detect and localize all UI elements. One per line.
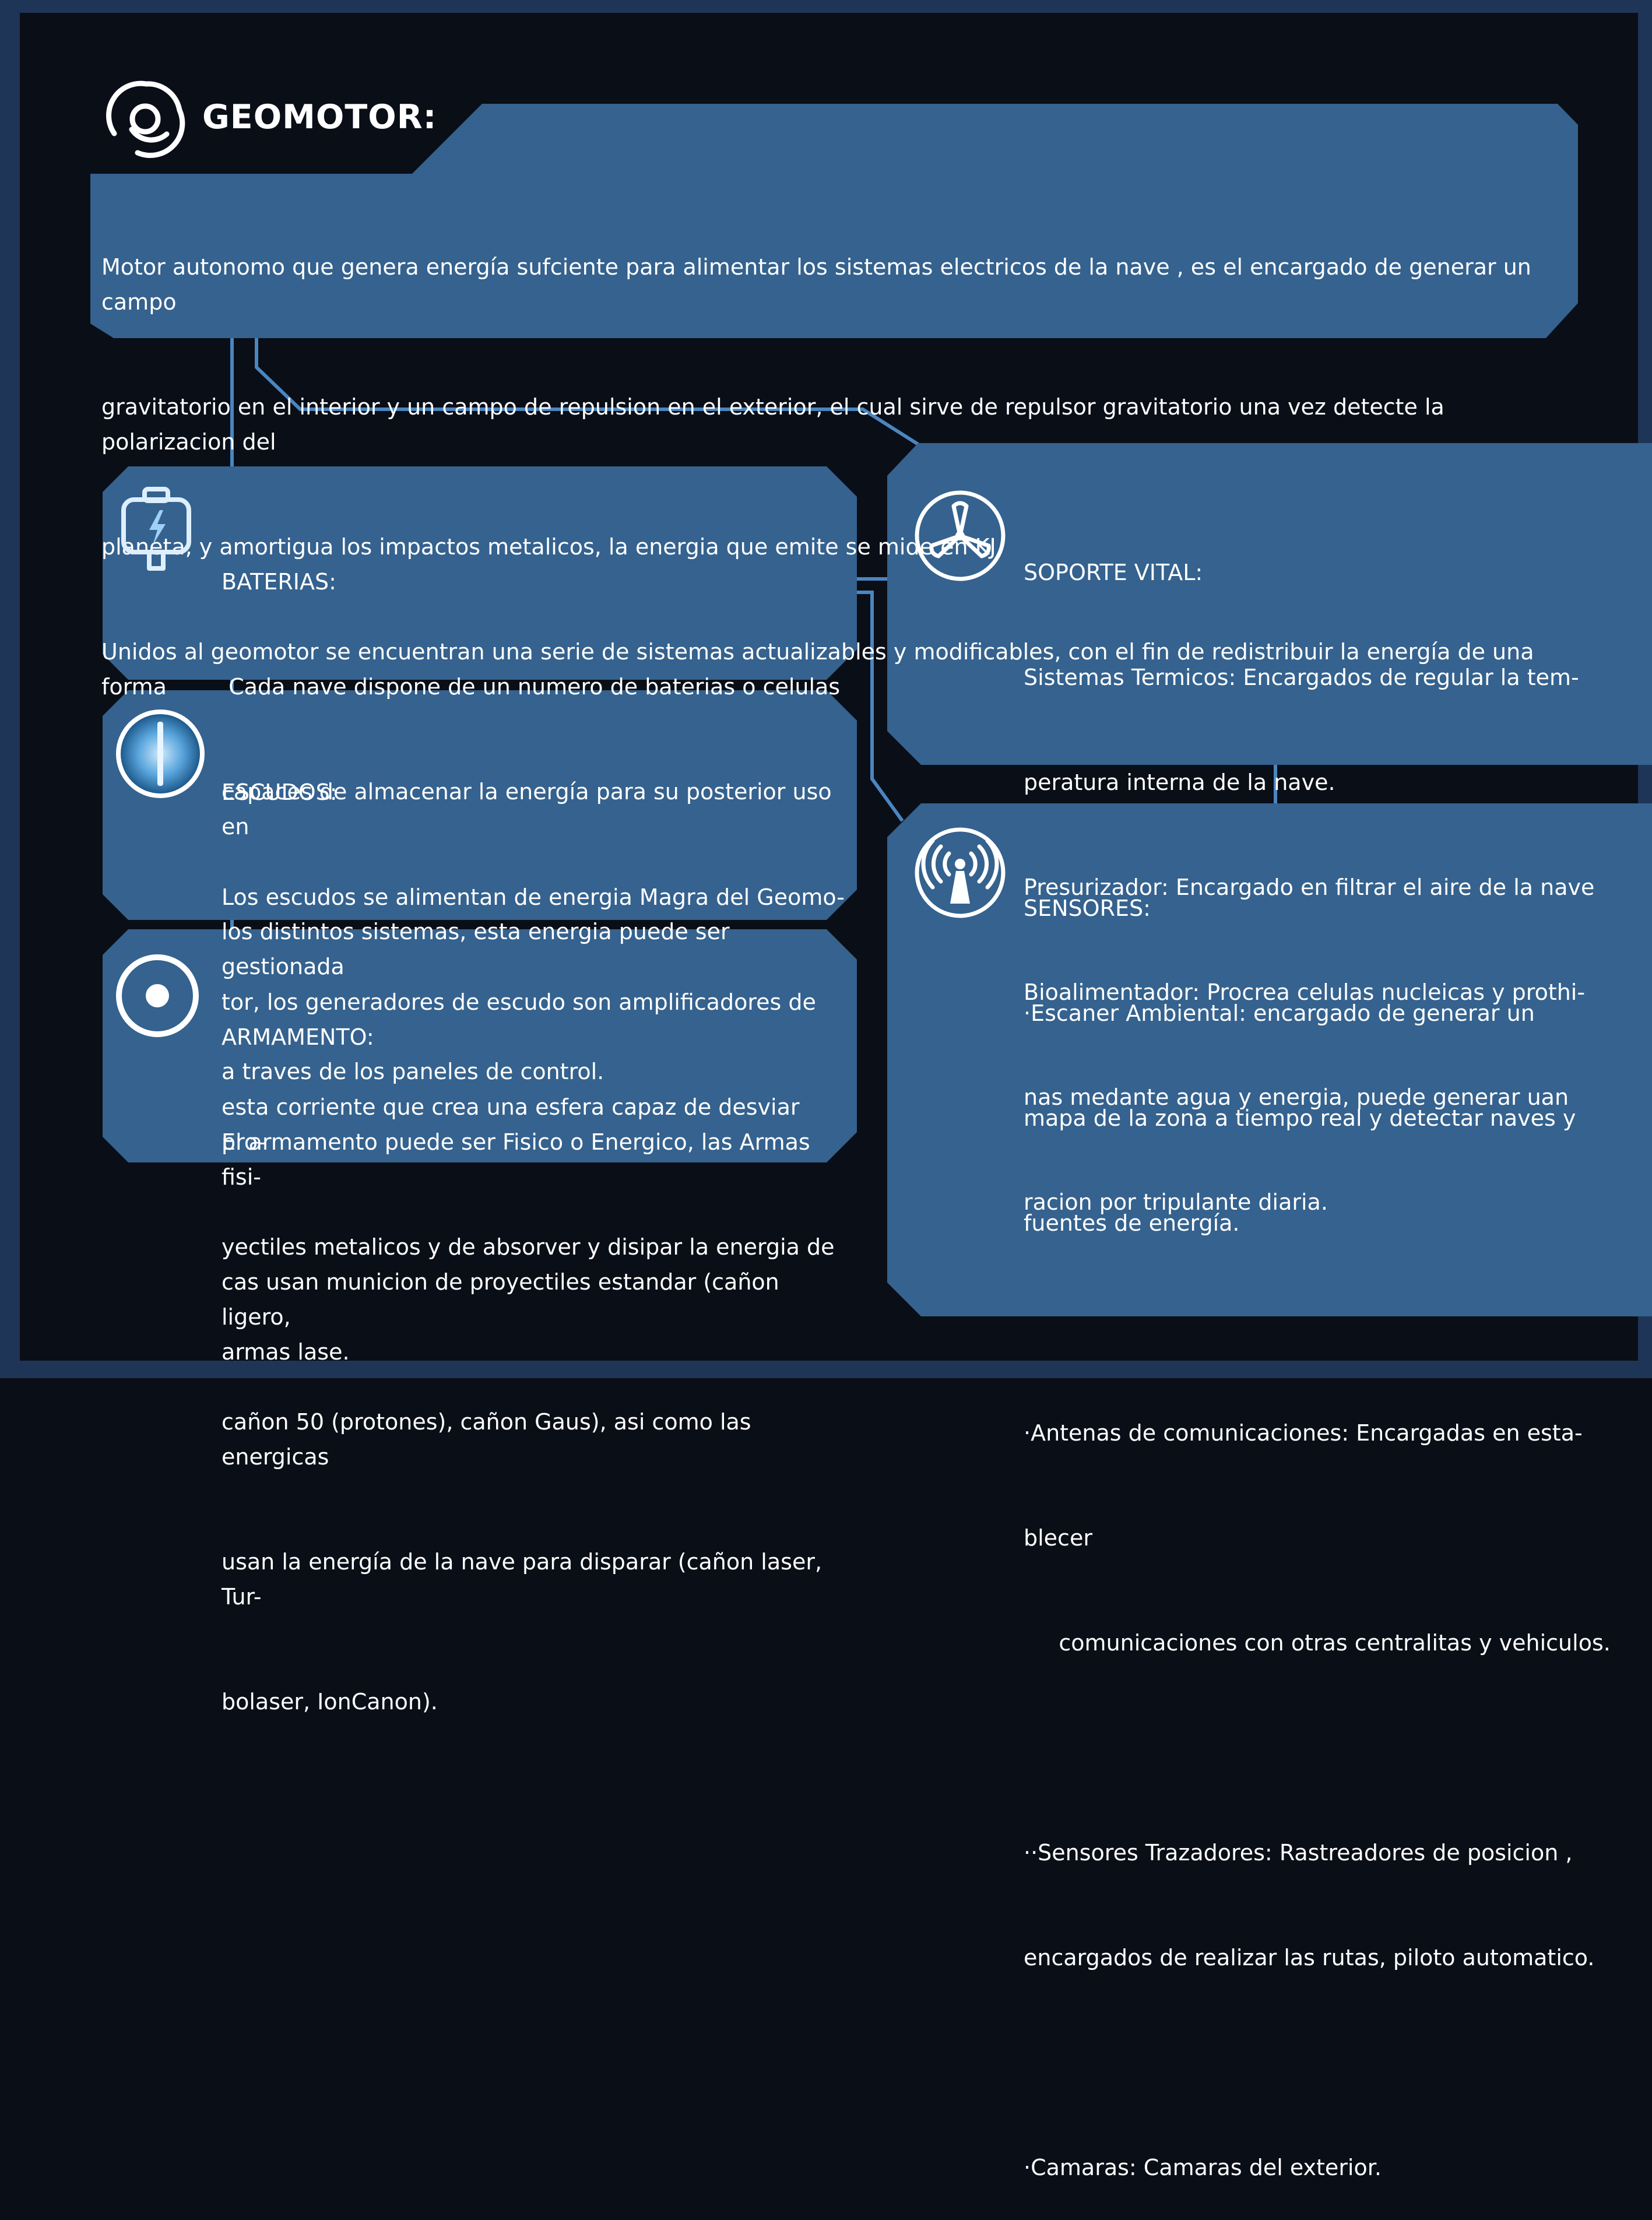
sensores-text: SENSORES: ·Escaner Ambiental: encargado … [1024,821,1642,2220]
wire-geo-to-soporte [255,337,919,446]
geomotor-line: Motor autonomo que genera energía sufcie… [101,254,1538,315]
armamento-line: bolaser, IonCanon). [222,1689,438,1715]
diagram-canvas [0,104,1652,1358]
geomotor-panel [90,104,1578,338]
geomotor-line: planeta, y amortigua los impactos metali… [101,534,1003,560]
soporte-vital-line: Presurizador: Encargado en filtrar el ai… [1024,874,1595,900]
target-icon [116,954,199,1037]
soporte-vital-line: Sistemas Termicos: Encargados de regular… [1024,665,1579,690]
shield-orb-icon [116,709,205,798]
armamento-heading: ARMAMENTO: [222,1024,374,1050]
baterias-line: Cada nave dispone de un numero de bateri… [222,674,841,700]
soporte-vital-heading: SOPORTE VITAL: [1024,560,1203,585]
sensores-line: encargados de realizar las rutas, piloto… [1024,1945,1595,1970]
baterias-line: capaces de almacenar la energía para su … [222,779,839,839]
baterias-panel [103,466,857,680]
geomotor-line: Unidos al geomotor se encuentran una ser… [101,639,1541,700]
sensores-line: ·Antenas de comunicaciones: Encargadas e… [1024,1420,1583,1446]
escudos-heading: ESCUDOS: [222,779,338,805]
antenna-signal-icon [915,827,1006,918]
baterias-heading: BATERIAS: [222,569,336,595]
escudos-line: yectiles metalicos y de absorver y disip… [222,1234,835,1260]
frame-bottom-border [0,1361,1652,1378]
sensores-line: mapa de la zona a tiempo real y detectar… [1024,1105,1576,1131]
sensores-line: blecer [1024,1525,1092,1551]
sensores-line: fuentes de energía. [1024,1210,1240,1236]
swirl-icon [106,80,185,158]
escudos-line: armas lase. [222,1339,350,1365]
sensores-heading: SENSORES: [1024,895,1151,921]
baterias-line: los distintos sistemas, esta energia pue… [222,919,737,979]
escudos-text: ESCUDOS: Los escudos se alimentan de ene… [222,705,851,1404]
fan-icon [915,490,1006,581]
frame-top-border [0,0,1652,13]
armamento-line: usan la energía de la nave para disparar… [222,1549,829,1610]
sensores-line [1024,2045,1642,2080]
sensores-line: ·Escaner Ambiental: encargado de generar… [1024,1000,1535,1026]
sensores-panel [887,803,1652,1316]
wire-baterias-to-sensores [857,591,904,822]
sensores-line [1024,1730,1642,1765]
baterias-text: BATERIAS: Cada nave dispone de un numero… [222,494,851,1124]
armamento-panel [103,929,857,1162]
sensores-line: ·Camaras: Camaras del exterior. [1024,2155,1382,2180]
baterias-line: a traves de los paneles de control. [222,1059,604,1084]
escudos-line: esta corriente que crea una esfera capaz… [222,1094,807,1155]
sensores-line: ··Sensores Trazadores: Rastreadores de p… [1024,1840,1573,1866]
geomotor-title: GEOMOTOR: [202,98,437,136]
battery-lightning-icon [121,487,191,571]
escudos-line: tor, los generadores de escudo son ampli… [222,989,816,1015]
soporte-vital-line: nas medante agua y energia, puede genera… [1024,1084,1569,1110]
geomotor-line: gravitatorio en el interior y un campo d… [101,394,1451,455]
escudos-panel [103,690,857,920]
soporte-vital-line: Bioalimentador: Procrea celulas nucleica… [1024,979,1586,1005]
armamento-line: El armamento puede ser Fisico o Energico… [222,1129,817,1190]
escudos-line: Los escudos se alimentan de energia Magr… [222,884,845,910]
armamento-line: cañon 50 (protones), cañon Gaus), asi co… [222,1409,758,1470]
left-edge-accent [0,507,20,1358]
geomotor-description: Motor autonomo que genera energía sufcie… [101,180,1570,739]
soporte-vital-line: peratura interna de la nave. [1024,770,1335,795]
soporte-vital-panel [887,443,1652,765]
soporte-vital-text: SOPORTE VITAL: Sistemas Termicos: Encarg… [1024,485,1642,1255]
sensores-line: comunicaciones con otras centralitas y v… [1024,1630,1611,1656]
armamento-text: ARMAMENTO: El armamento puede ser Fisico… [222,950,851,1754]
soporte-vital-line: racion por tripulante diaria. [1024,1189,1328,1215]
sensores-line [1024,1311,1642,1346]
armamento-line: cas usan municion de proyectiles estanda… [222,1269,786,1330]
